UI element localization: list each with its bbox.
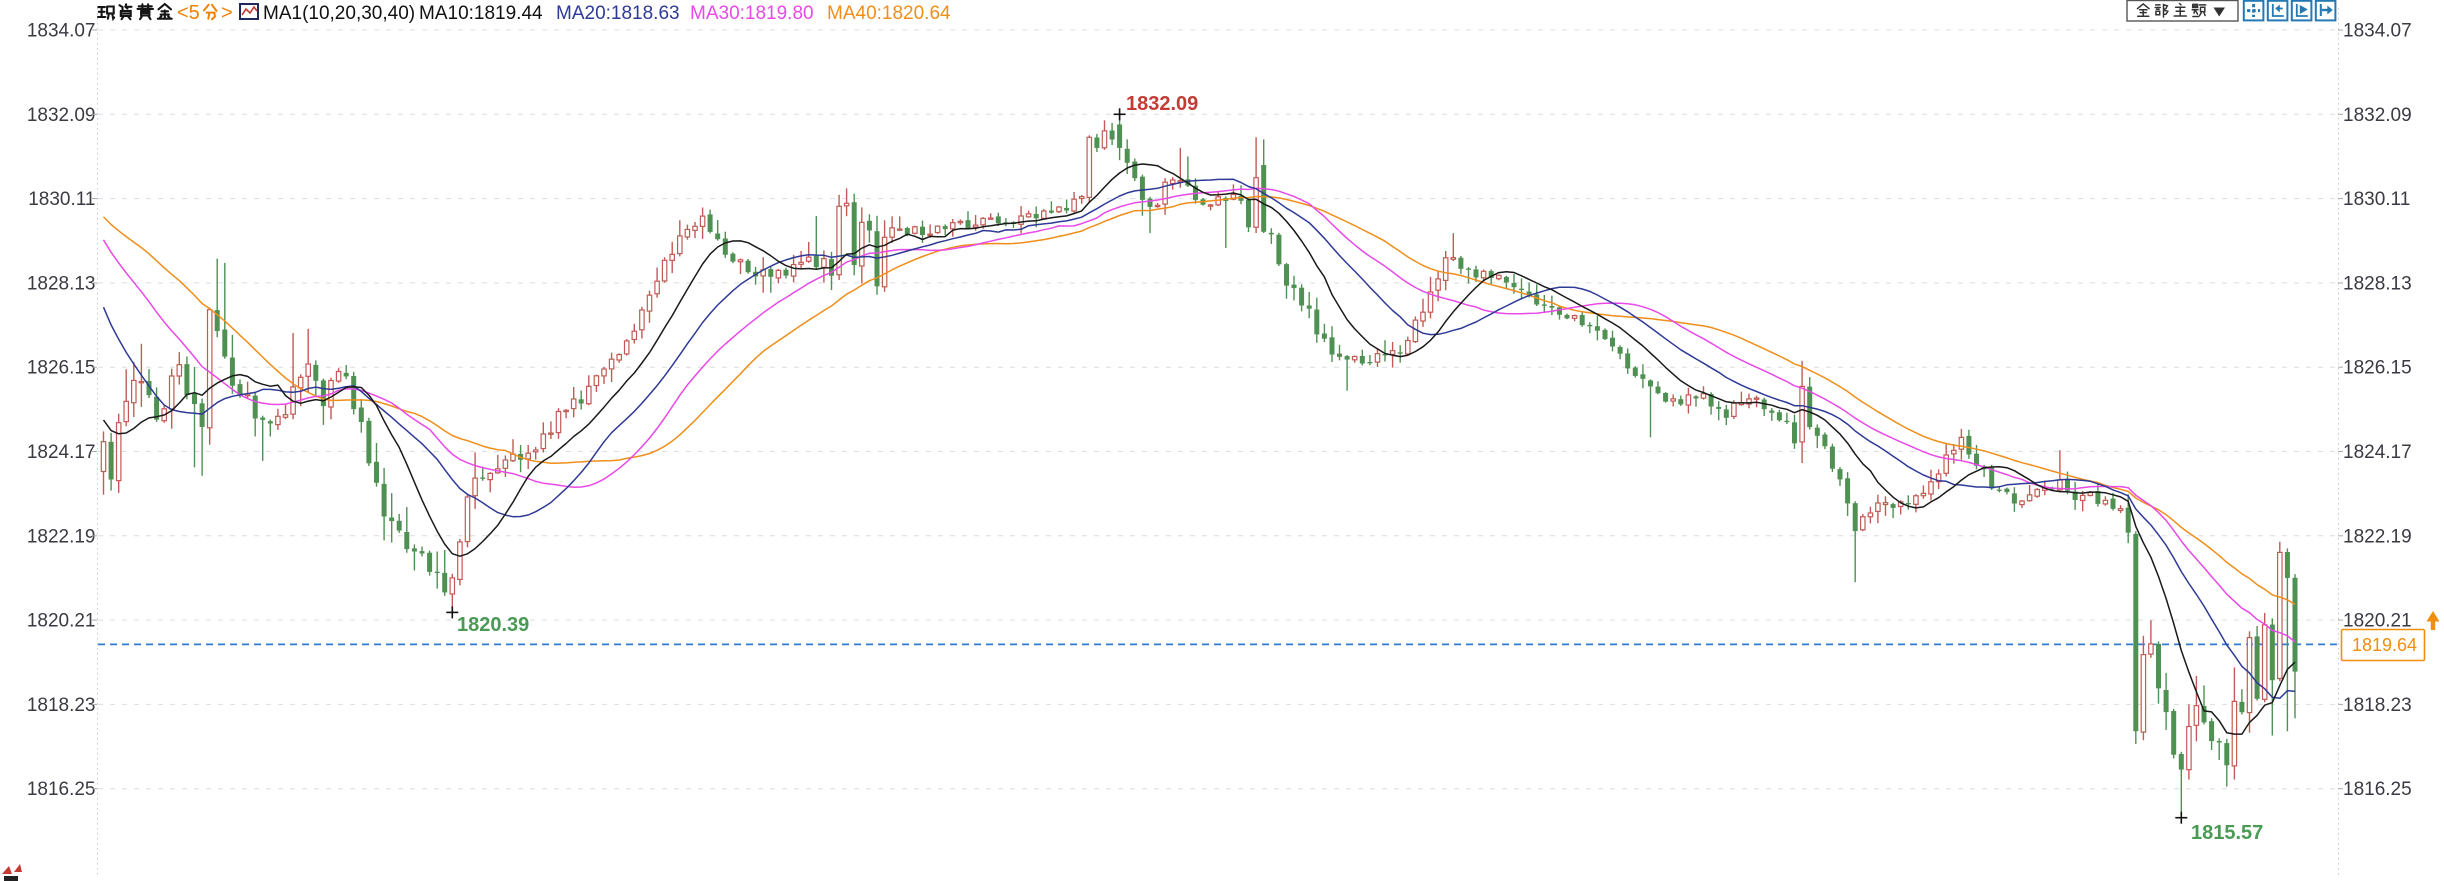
svg-text:1820.21: 1820.21 — [2343, 611, 2412, 632]
svg-text:1832.09: 1832.09 — [27, 105, 96, 126]
svg-text:MA40:1820.64: MA40:1820.64 — [827, 3, 951, 24]
svg-text:1828.13: 1828.13 — [2343, 273, 2412, 294]
svg-text:1830.11: 1830.11 — [28, 189, 95, 210]
svg-text:<5: <5 — [177, 2, 200, 24]
svg-text:1834.07: 1834.07 — [27, 21, 96, 42]
svg-text:1822.19: 1822.19 — [2343, 526, 2412, 547]
svg-text:1815.57: 1815.57 — [2191, 822, 2263, 844]
svg-text:1824.17: 1824.17 — [27, 442, 96, 463]
svg-text:1830.11: 1830.11 — [2343, 189, 2410, 210]
svg-text:1818.23: 1818.23 — [27, 695, 96, 716]
svg-text:1818.23: 1818.23 — [2343, 695, 2412, 716]
svg-text:1828.13: 1828.13 — [27, 273, 96, 294]
svg-text:1826.15: 1826.15 — [27, 358, 96, 379]
svg-text:1816.25: 1816.25 — [27, 779, 96, 800]
svg-text:1819.64: 1819.64 — [2352, 635, 2417, 655]
svg-text:1820.39: 1820.39 — [457, 614, 529, 636]
svg-text:1826.15: 1826.15 — [2343, 358, 2412, 379]
svg-text:MA20:1818.63: MA20:1818.63 — [556, 3, 680, 24]
svg-text:1834.07: 1834.07 — [2343, 21, 2412, 42]
svg-text:1832.09: 1832.09 — [1126, 93, 1198, 115]
svg-text:MA30:1819.80: MA30:1819.80 — [690, 3, 814, 24]
svg-text:1822.19: 1822.19 — [27, 526, 96, 547]
svg-text:MA10:1819.44: MA10:1819.44 — [419, 3, 543, 24]
svg-text:1824.17: 1824.17 — [2343, 442, 2412, 463]
svg-text:1832.09: 1832.09 — [2343, 105, 2412, 126]
svg-text:1816.25: 1816.25 — [2343, 779, 2412, 800]
svg-text:MA1(10,20,30,40): MA1(10,20,30,40) — [263, 3, 415, 24]
svg-text:>: > — [221, 2, 233, 24]
svg-text:1820.21: 1820.21 — [27, 611, 96, 632]
